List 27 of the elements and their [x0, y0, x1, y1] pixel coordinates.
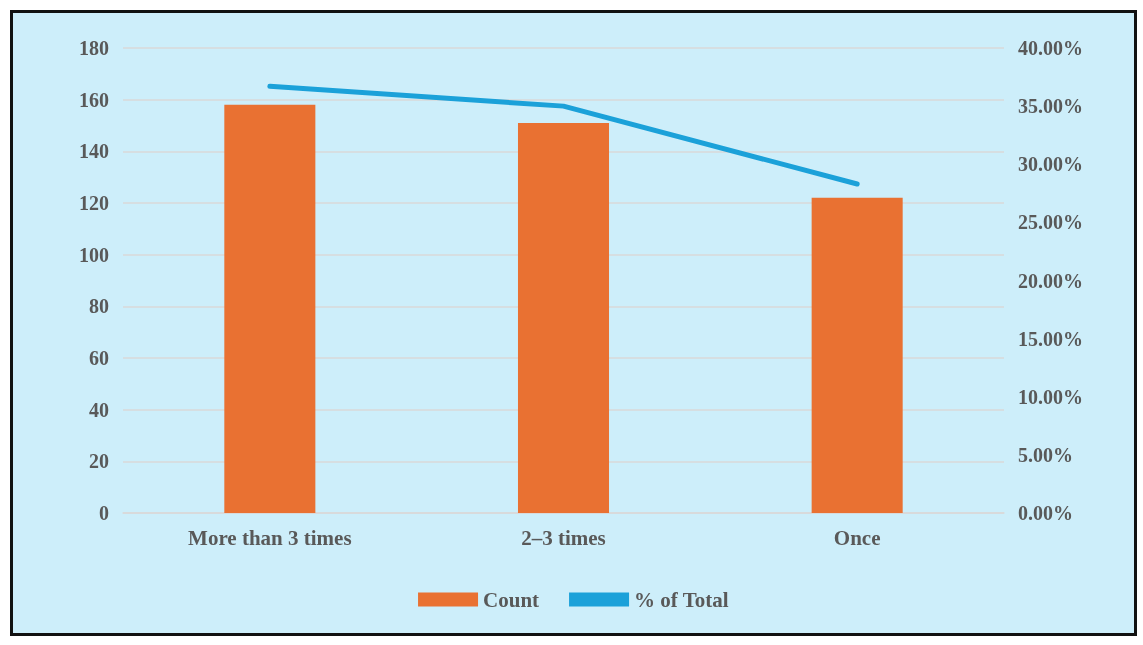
y-tick-label: 20: [89, 450, 109, 473]
y-tick-label: 40: [89, 398, 109, 421]
y2-tick-label: 25.00%: [1018, 211, 1083, 234]
legend-label: Count: [483, 587, 540, 612]
y2-tick-label: 5.00%: [1018, 443, 1073, 466]
y2-tick-label: 20.00%: [1018, 269, 1083, 292]
y2-tick-label: 40.00%: [1018, 37, 1083, 59]
y2-tick-label: 15.00%: [1018, 327, 1083, 350]
y-tick-label: 140: [79, 140, 109, 163]
bar: [224, 104, 316, 513]
y2-tick-label: 30.00%: [1018, 153, 1083, 176]
x-tick-label: Once: [833, 525, 881, 550]
y2-tick-label: 35.00%: [1018, 95, 1083, 118]
y2-tick-label: 10.00%: [1018, 385, 1083, 408]
y-tick-label: 180: [79, 37, 109, 59]
bar: [517, 122, 610, 513]
y-tick-label: 60: [89, 347, 109, 369]
y-tick-label: 100: [79, 243, 109, 266]
y-tick-label: 160: [79, 88, 109, 111]
x-tick-label: More than 3 times: [188, 525, 352, 550]
y-tick-label: 80: [89, 295, 109, 318]
bar: [811, 197, 903, 513]
y-tick-label: 0: [99, 502, 109, 524]
x-tick-label: 2–3 times: [521, 525, 606, 550]
y2-tick-label: 0.00%: [1018, 502, 1073, 524]
y-tick-label: 120: [79, 192, 109, 214]
legend-label: % of Total: [634, 587, 729, 612]
